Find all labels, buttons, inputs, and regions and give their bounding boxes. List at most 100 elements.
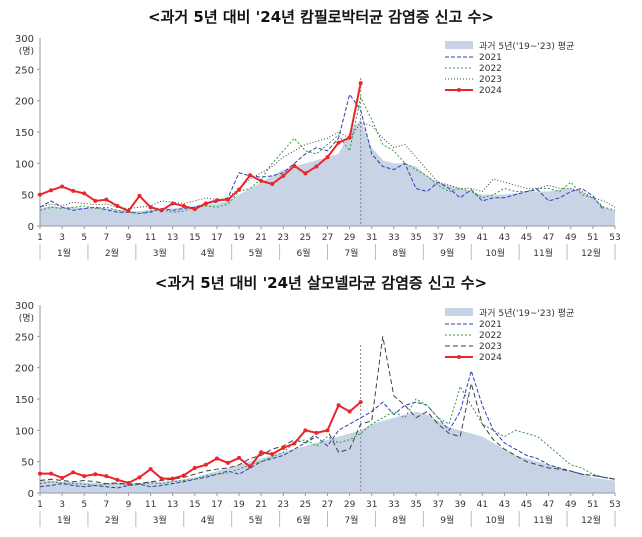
month-label: 4월 [201, 514, 215, 526]
x-tick-label: 53 [609, 500, 620, 510]
y-tick-label: 50 [21, 191, 34, 202]
data-point-2024 [126, 208, 131, 213]
month-label: 4월 [201, 247, 215, 259]
x-tick-label: 15 [189, 500, 200, 510]
month-label: 3월 [153, 514, 167, 526]
series-line-2023 [39, 122, 616, 209]
month-label: 6월 [297, 514, 311, 526]
month-label: 8월 [392, 247, 406, 259]
data-point-2024 [347, 409, 352, 414]
data-point-2024 [292, 441, 297, 446]
legend-swatch [445, 308, 473, 316]
y-axis-unit: (명) [19, 46, 34, 57]
x-tick-label: 27 [322, 233, 333, 243]
data-point-2024 [159, 476, 164, 481]
x-tick-label: 9 [126, 500, 132, 510]
x-tick-label: 19 [233, 500, 245, 510]
x-tick-label: 17 [211, 500, 222, 510]
legend-label: 2024 [479, 86, 502, 96]
legend-label: 2022 [479, 64, 502, 74]
data-point-2024 [281, 173, 286, 178]
data-point-2024 [181, 473, 186, 478]
x-tick-label: 9 [126, 233, 132, 243]
x-tick-label: 5 [81, 233, 87, 243]
data-point-2024 [82, 191, 87, 196]
month-label: 12월 [581, 247, 601, 259]
legend-swatch [445, 41, 473, 49]
y-tick-label: 0 [28, 489, 34, 500]
x-tick-label: 31 [366, 233, 377, 243]
x-tick-label: 45 [521, 233, 532, 243]
x-tick-label: 3 [59, 233, 65, 243]
data-point-2024 [248, 173, 253, 178]
data-point-2024 [225, 460, 230, 465]
month-label: 7월 [344, 247, 358, 259]
data-point-2024 [358, 400, 363, 405]
x-tick-label: 29 [344, 500, 356, 510]
legend-label: 2022 [479, 331, 502, 341]
data-point-2024 [225, 197, 230, 202]
data-point-2024 [71, 470, 76, 475]
data-point-2024 [314, 430, 319, 435]
data-point-2024 [325, 428, 330, 433]
y-tick-label: 100 [15, 159, 34, 170]
month-label: 1월 [57, 514, 71, 526]
data-point-2024 [358, 81, 363, 86]
legend-marker [457, 88, 461, 92]
data-point-2024 [104, 474, 109, 479]
data-point-2024 [38, 471, 42, 476]
data-point-2024 [148, 205, 153, 210]
month-label: 1월 [57, 247, 71, 259]
legend-label: 2024 [479, 353, 502, 363]
data-point-2024 [303, 428, 308, 433]
data-point-2024 [93, 198, 98, 203]
data-point-2024 [192, 465, 197, 470]
data-point-2024 [148, 467, 153, 472]
y-tick-label: 200 [15, 364, 34, 375]
series-area-past-5yr-average [40, 411, 615, 493]
month-label: 11월 [533, 514, 553, 526]
x-tick-label: 37 [432, 500, 443, 510]
month-label: 11월 [533, 247, 553, 259]
month-label: 5월 [249, 247, 263, 259]
month-label: 6월 [297, 247, 311, 259]
x-tick-label: 25 [300, 500, 311, 510]
x-tick-label: 31 [366, 500, 377, 510]
month-label: 9월 [440, 247, 454, 259]
data-point-2024 [292, 163, 297, 168]
month-label: 12월 [581, 514, 601, 526]
data-point-2024 [104, 197, 109, 202]
month-label: 2월 [105, 247, 119, 259]
x-tick-label: 23 [278, 500, 289, 510]
x-tick-label: 3 [59, 500, 65, 510]
series-line-2024 [39, 82, 362, 213]
legend-label: 2023 [479, 75, 502, 85]
legend-label: 과거 5년('19~'23) 평균 [479, 41, 574, 52]
x-tick-label: 11 [145, 500, 156, 510]
series-line-2021 [39, 93, 605, 214]
x-tick-label: 51 [587, 233, 598, 243]
data-point-2024 [259, 178, 264, 183]
data-point-2024 [347, 135, 352, 140]
data-point-2024 [248, 464, 253, 469]
x-tick-label: 33 [388, 500, 399, 510]
data-point-2024 [281, 445, 286, 450]
month-label: 9월 [440, 514, 454, 526]
data-point-2024 [314, 164, 319, 169]
data-point-2024 [49, 471, 54, 476]
x-tick-label: 47 [543, 500, 554, 510]
x-tick-label: 45 [521, 500, 532, 510]
series-area-past-5yr-average [40, 119, 615, 226]
x-tick-label: 51 [587, 500, 598, 510]
x-tick-label: 43 [499, 233, 510, 243]
data-point-2024 [237, 455, 242, 460]
y-tick-label: 200 [15, 97, 34, 108]
data-point-2024 [214, 198, 219, 203]
data-point-2024 [336, 140, 341, 145]
x-tick-label: 23 [278, 233, 289, 243]
data-point-2024 [159, 208, 164, 213]
x-tick-label: 41 [477, 233, 488, 243]
x-tick-label: 19 [233, 233, 245, 243]
